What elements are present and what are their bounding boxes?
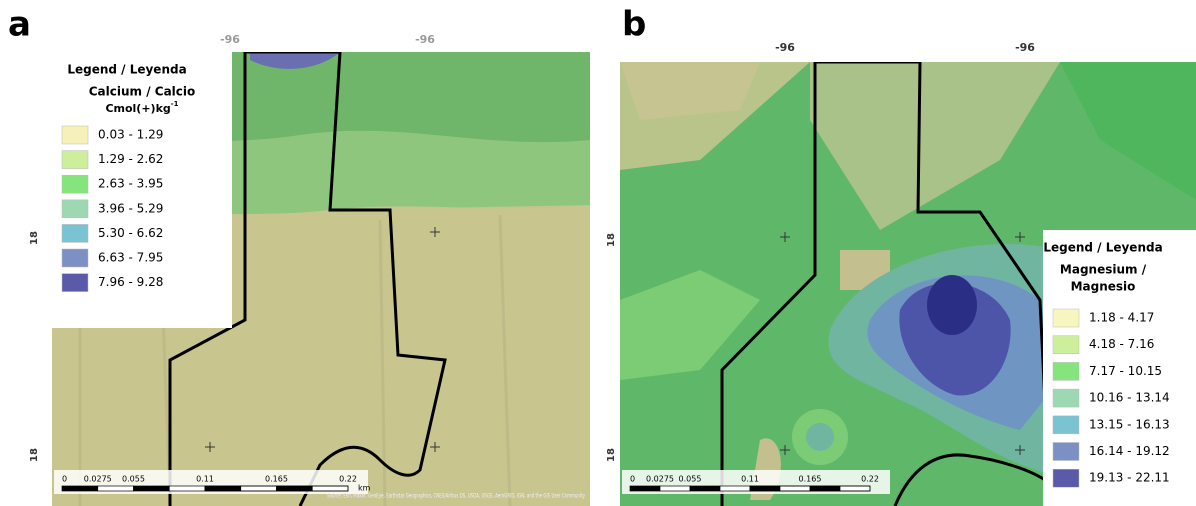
legend-unit-sup: -1: [171, 100, 179, 108]
panel-label: a: [8, 5, 31, 45]
scale-segment: [750, 486, 780, 491]
legend-swatch: [1053, 336, 1079, 354]
scale-segment: [660, 486, 690, 491]
legend-label: 4.18 - 7.16: [1089, 337, 1154, 351]
legend-swatch: [62, 126, 88, 144]
legend-variable: Magnesium /: [1060, 263, 1147, 277]
legend-swatch: [62, 175, 88, 193]
scale-segment: [780, 486, 810, 491]
legend-label: 16.14 - 19.12: [1089, 444, 1170, 458]
scale-label: 0.055: [122, 475, 145, 484]
legend-title: Legend / Leyenda: [1043, 241, 1162, 255]
scale-segment: [205, 486, 241, 491]
legend-swatch: [1053, 389, 1079, 407]
legend-label: 13.15 - 16.13: [1089, 417, 1170, 431]
scale-label: 0.0275: [646, 475, 674, 484]
scale-segment: [810, 486, 840, 491]
scale-segment: [840, 486, 870, 491]
scale-segment: [169, 486, 205, 491]
scale-label: 0.165: [799, 475, 822, 484]
legend-label: 6.63 - 7.95: [98, 251, 163, 265]
legend-label: 0.03 - 1.29: [98, 128, 163, 142]
panel-label: b: [622, 5, 646, 45]
legend-unit: Cmol(+)kg-1: [105, 100, 178, 115]
longitude-label: -96: [775, 41, 795, 54]
legend-unit-text: Cmol(+)kg: [105, 102, 170, 115]
legend-swatch: [1053, 416, 1079, 434]
legend-label: 1.18 - 4.17: [1089, 311, 1154, 325]
legend-swatch: [62, 151, 88, 169]
legend-swatch: [1053, 309, 1079, 327]
latitude-label: 18: [606, 233, 617, 247]
longitude-label: -96: [415, 33, 435, 46]
latitude-label: 18: [606, 448, 617, 462]
scale-label: 0.055: [679, 475, 702, 484]
scale-label: 0.0275: [84, 475, 112, 484]
legend-title: Legend / Leyenda: [67, 63, 186, 77]
legend-label: 7.17 - 10.15: [1089, 364, 1162, 378]
scale-label: 0.22: [861, 475, 879, 484]
legend-label: 19.13 - 22.11: [1089, 471, 1170, 485]
legend-swatch: [1053, 469, 1079, 487]
scale-label: 0.165: [265, 475, 288, 484]
scale-segment: [277, 486, 313, 491]
scale-segment: [630, 486, 660, 491]
legend-swatch: [62, 249, 88, 267]
scale-unit: km: [358, 484, 371, 493]
scale-label: 0: [62, 475, 67, 484]
scale-segment: [690, 486, 720, 491]
scale-segment: [134, 486, 170, 491]
figure: a -96 -96 18 18 Legend / Leyenda Calcium / Cal…: [0, 0, 1196, 506]
scale-label: 0.22: [339, 475, 357, 484]
legend-swatch: [62, 224, 88, 242]
attribution: Source: Esri, Maxar, GeoEye, Earthstar G…: [327, 493, 585, 500]
legend-label: 10.16 - 13.14: [1089, 391, 1170, 405]
legend-swatch: [62, 200, 88, 218]
scale-segment: [62, 486, 98, 491]
latitude-label: 18: [29, 448, 40, 462]
latitude-label: 18: [29, 231, 40, 245]
longitude-label: -96: [220, 33, 240, 46]
scale-segment: [312, 486, 348, 491]
scale-segment: [98, 486, 134, 491]
scale-label: 0.11: [196, 475, 214, 484]
legend-label: 2.63 - 3.95: [98, 177, 163, 191]
legend-variable: Magnesio: [1071, 280, 1136, 294]
legend-variable: Calcium / Calcio: [89, 85, 196, 99]
page: a -96 -96 18 18 Legend / Leyenda Calcium / Cal…: [0, 0, 1196, 506]
legend-label: 3.96 - 5.29: [98, 201, 163, 215]
legend-swatch: [1053, 362, 1079, 380]
scale-label: 0: [630, 475, 635, 484]
legend-label: 1.29 - 2.62: [98, 152, 163, 166]
scale-segment: [241, 486, 277, 491]
legend-label: 7.96 - 9.28: [98, 275, 163, 289]
scale-label: 0.11: [741, 475, 759, 484]
scale-segment: [720, 486, 750, 491]
legend-label: 5.30 - 6.62: [98, 226, 163, 240]
longitude-label: -96: [1015, 41, 1035, 54]
legend-swatch: [1053, 443, 1079, 461]
legend-swatch: [62, 274, 88, 292]
